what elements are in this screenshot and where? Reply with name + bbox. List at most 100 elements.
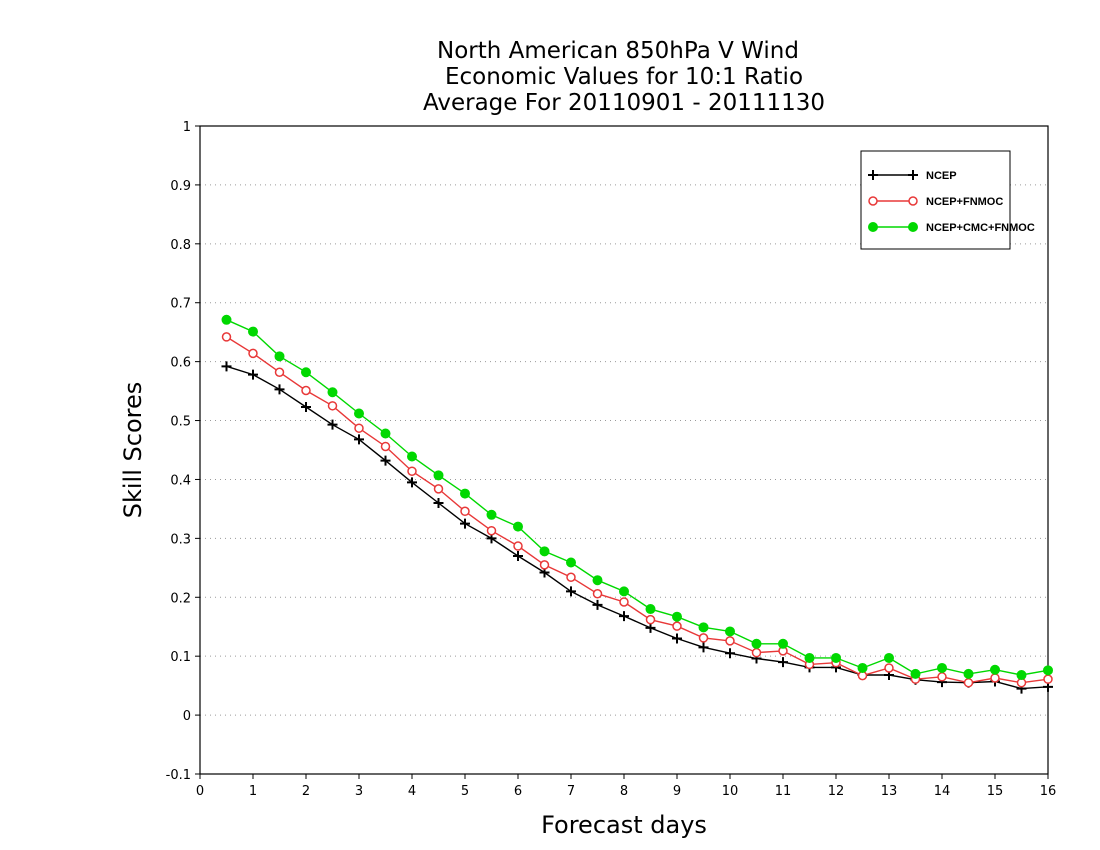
y-tick-label: 0.5 xyxy=(170,415,191,430)
data-point-ncep xyxy=(274,384,285,395)
data-point-ncep-fnmoc xyxy=(301,385,311,396)
data-point-ncep-fnmoc xyxy=(513,541,523,551)
data-point-ncep-cmc-fnmoc xyxy=(937,662,947,673)
data-point-ncep-fnmoc xyxy=(566,572,576,582)
y-tick-label: 0.7 xyxy=(170,297,191,312)
data-point-ncep xyxy=(380,455,391,466)
series-ncep xyxy=(221,361,1053,694)
data-point-ncep xyxy=(672,633,682,644)
data-point-ncep-cmc-fnmoc xyxy=(486,509,497,520)
legend-marker xyxy=(868,222,878,232)
data-point-ncep-cmc-fnmoc xyxy=(1043,665,1053,676)
data-point-ncep-fnmoc xyxy=(619,597,629,607)
data-point-ncep xyxy=(327,419,338,430)
x-tick-label: 12 xyxy=(828,784,845,799)
data-point-ncep-cmc-fnmoc xyxy=(751,638,762,649)
chart-title: North American 850hPa V Wind Economic Va… xyxy=(423,38,825,116)
data-point-ncep-cmc-fnmoc xyxy=(725,626,735,637)
data-point-ncep-fnmoc xyxy=(645,614,656,625)
legend-marker xyxy=(868,170,878,180)
x-tick-label: 8 xyxy=(620,784,628,799)
y-tick-label: 0.8 xyxy=(170,238,191,253)
data-point-ncep-fnmoc xyxy=(433,484,444,494)
x-tick-label: 13 xyxy=(881,784,898,799)
data-point-ncep-cmc-fnmoc xyxy=(433,470,444,481)
series-line-ncep-cmc-fnmoc xyxy=(226,319,1049,676)
series-ncep-cmc-fnmoc xyxy=(221,314,1053,681)
data-point-ncep-cmc-fnmoc xyxy=(672,611,682,622)
data-point-ncep xyxy=(354,434,364,445)
data-point-ncep-fnmoc xyxy=(963,677,974,688)
legend-entry-ncep-cmc-fnmoc: NCEP+CMC+FNMOC xyxy=(868,222,1035,234)
data-point-ncep xyxy=(460,518,470,529)
legend-entry-ncep-fnmoc: NCEP+FNMOC xyxy=(868,196,1003,208)
x-tick-label: 7 xyxy=(567,784,575,799)
data-point-ncep-fnmoc xyxy=(248,348,258,359)
data-point-ncep-cmc-fnmoc xyxy=(327,387,338,398)
x-tick-label: 1 xyxy=(249,784,257,799)
y-tick-label: 0.4 xyxy=(170,473,191,488)
data-point-ncep-cmc-fnmoc xyxy=(857,662,868,673)
x-tick-label: 0 xyxy=(196,784,204,799)
x-tick-label: 15 xyxy=(987,784,1004,799)
data-point-ncep-cmc-fnmoc xyxy=(1016,670,1027,681)
legend-marker xyxy=(908,196,918,206)
y-tick-label: 0.6 xyxy=(170,356,191,371)
series-ncep-fnmoc xyxy=(221,332,1053,688)
data-point-ncep xyxy=(248,369,258,380)
y-tick-label: 0.9 xyxy=(170,179,191,194)
data-point-ncep-fnmoc xyxy=(407,466,417,476)
legend-label: NCEP+FNMOC xyxy=(926,196,1003,208)
data-point-ncep-fnmoc xyxy=(221,332,232,342)
data-point-ncep-fnmoc xyxy=(327,401,338,411)
data-point-ncep-fnmoc xyxy=(380,441,391,452)
y-tick-label: 0 xyxy=(183,709,191,724)
data-point-ncep-cmc-fnmoc xyxy=(698,622,709,633)
data-point-ncep xyxy=(433,498,444,509)
data-point-ncep-fnmoc xyxy=(725,636,735,646)
data-point-ncep-fnmoc xyxy=(698,633,709,643)
data-point-ncep-cmc-fnmoc xyxy=(963,668,974,679)
data-point-ncep-cmc-fnmoc xyxy=(592,575,603,586)
legend-marker xyxy=(908,170,918,180)
data-point-ncep-cmc-fnmoc xyxy=(619,586,629,597)
series-line-ncep-fnmoc xyxy=(226,336,1049,684)
x-axis: 0 1 2 3 4 5 6 7 8 9 10 11 12 13 14 15 16 xyxy=(196,774,1056,799)
data-point-ncep-fnmoc xyxy=(539,560,550,570)
data-point-ncep-cmc-fnmoc xyxy=(301,367,311,378)
legend-marker xyxy=(868,196,878,206)
legend-marker xyxy=(908,222,918,232)
y-tick-label: 0.3 xyxy=(170,532,191,547)
data-point-ncep-fnmoc xyxy=(990,673,1000,683)
data-point-ncep-fnmoc xyxy=(460,506,470,517)
gridlines xyxy=(200,184,1048,716)
data-point-ncep-fnmoc xyxy=(1043,674,1053,684)
x-tick-label: 6 xyxy=(514,784,522,799)
data-point-ncep-fnmoc xyxy=(354,423,364,433)
data-point-ncep xyxy=(566,586,576,597)
legend-box xyxy=(860,150,1011,250)
data-point-ncep-cmc-fnmoc xyxy=(407,451,417,462)
data-point-ncep-cmc-fnmoc xyxy=(539,546,550,557)
title-line-3: Average For 20110901 - 20111130 xyxy=(423,90,825,116)
data-point-ncep-cmc-fnmoc xyxy=(831,652,841,663)
series-line-ncep xyxy=(226,365,1049,690)
data-point-ncep-cmc-fnmoc xyxy=(460,488,470,499)
data-point-ncep-fnmoc xyxy=(937,672,947,682)
series-layer xyxy=(221,314,1053,694)
data-point-ncep-cmc-fnmoc xyxy=(513,521,523,532)
data-point-ncep-cmc-fnmoc xyxy=(645,604,656,615)
x-tick-label: 10 xyxy=(722,784,739,799)
data-point-ncep-cmc-fnmoc xyxy=(221,314,232,325)
data-point-ncep-cmc-fnmoc xyxy=(990,664,1000,675)
data-point-ncep xyxy=(592,599,603,610)
legend-label: NCEP xyxy=(926,170,957,182)
x-tick-label: 2 xyxy=(302,784,310,799)
legend: NCEP NCEP+FNMOC NCEP+CMC+FNMOC xyxy=(860,150,1035,250)
x-tick-label: 11 xyxy=(775,784,792,799)
data-point-ncep-cmc-fnmoc xyxy=(274,351,285,362)
x-tick-label: 9 xyxy=(673,784,681,799)
data-point-ncep-fnmoc xyxy=(274,367,285,377)
data-point-ncep-fnmoc xyxy=(884,663,894,673)
